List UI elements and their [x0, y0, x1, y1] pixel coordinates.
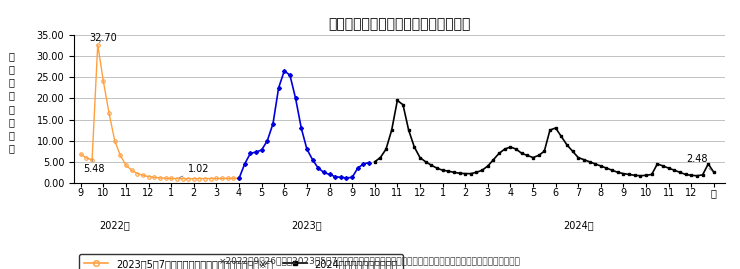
Text: 2022年: 2022年 [99, 221, 130, 231]
Text: ×2022年9月26日か劙2023年5月7日までの全数報告のデータを元に定点当たり報告数を推計し算出しました。: ×2022年9月26日か劙2023年5月7日までの全数報告のデータを元に定点当た… [219, 257, 521, 266]
Text: 定
点
あ
た
り
報
告
数: 定 点 あ た り 報 告 数 [8, 51, 14, 153]
Text: 2023年: 2023年 [292, 221, 322, 231]
Text: 2.48: 2.48 [686, 154, 712, 171]
Title: 新型コロナウイルス感染症（埼玉県）: 新型コロナウイルス感染症（埼玉県） [329, 17, 471, 31]
Text: 5.48: 5.48 [84, 160, 105, 174]
Text: 1.02: 1.02 [179, 164, 209, 178]
Legend: 2023年5月7日までの定点当たり報告数（参考値※）, 2023年5月8日以降の定点当たり報告数, 2024年の定点当たり報告数: 2023年5月7日までの定点当たり報告数（参考値※）, 2023年5月8日以降の… [79, 254, 403, 269]
Text: 2024年: 2024年 [563, 221, 593, 231]
Text: 32.70: 32.70 [90, 33, 117, 43]
